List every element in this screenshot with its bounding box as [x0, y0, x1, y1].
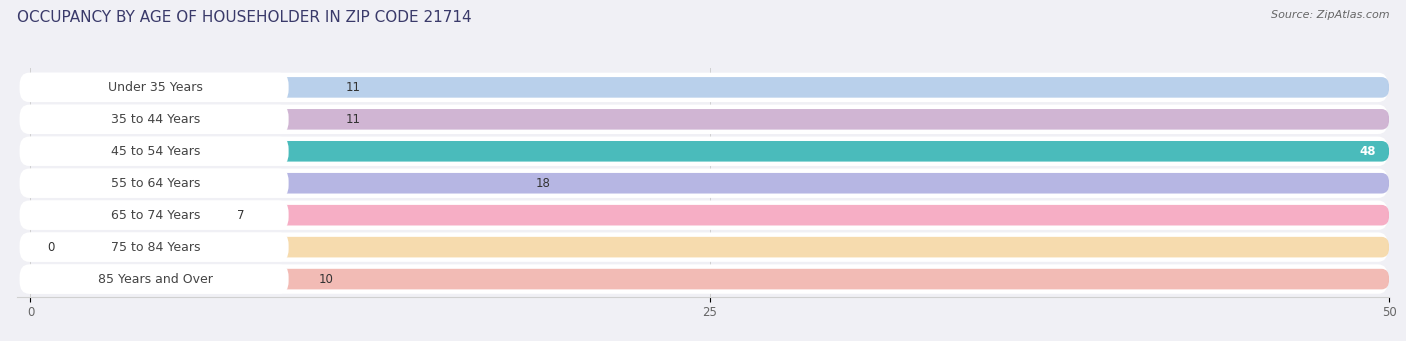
Text: 75 to 84 Years: 75 to 84 Years: [111, 241, 200, 254]
FancyBboxPatch shape: [22, 201, 288, 230]
FancyBboxPatch shape: [20, 233, 1388, 262]
FancyBboxPatch shape: [20, 137, 1388, 166]
Text: 7: 7: [238, 209, 245, 222]
FancyBboxPatch shape: [20, 105, 1388, 134]
FancyBboxPatch shape: [31, 77, 1389, 98]
Text: 55 to 64 Years: 55 to 64 Years: [111, 177, 200, 190]
FancyBboxPatch shape: [31, 205, 1389, 225]
Text: Under 35 Years: Under 35 Years: [108, 81, 202, 94]
FancyBboxPatch shape: [31, 269, 1389, 290]
FancyBboxPatch shape: [20, 264, 1388, 294]
FancyBboxPatch shape: [31, 237, 1389, 257]
Text: 0: 0: [46, 241, 55, 254]
FancyBboxPatch shape: [22, 233, 288, 262]
Text: 65 to 74 Years: 65 to 74 Years: [111, 209, 200, 222]
Text: 18: 18: [536, 177, 551, 190]
FancyBboxPatch shape: [22, 73, 288, 102]
FancyBboxPatch shape: [20, 73, 1388, 102]
Text: OCCUPANCY BY AGE OF HOUSEHOLDER IN ZIP CODE 21714: OCCUPANCY BY AGE OF HOUSEHOLDER IN ZIP C…: [17, 10, 471, 25]
Text: 35 to 44 Years: 35 to 44 Years: [111, 113, 200, 126]
FancyBboxPatch shape: [22, 137, 288, 166]
Text: 11: 11: [346, 113, 361, 126]
FancyBboxPatch shape: [20, 201, 1388, 230]
FancyBboxPatch shape: [22, 168, 288, 198]
Text: 11: 11: [346, 81, 361, 94]
Text: 48: 48: [1360, 145, 1375, 158]
Text: 45 to 54 Years: 45 to 54 Years: [111, 145, 200, 158]
FancyBboxPatch shape: [31, 141, 1389, 162]
FancyBboxPatch shape: [22, 105, 288, 134]
FancyBboxPatch shape: [31, 173, 1389, 194]
FancyBboxPatch shape: [31, 109, 1389, 130]
Text: Source: ZipAtlas.com: Source: ZipAtlas.com: [1271, 10, 1389, 20]
Text: 10: 10: [319, 272, 333, 286]
Text: 85 Years and Over: 85 Years and Over: [98, 272, 212, 286]
FancyBboxPatch shape: [22, 264, 288, 294]
FancyBboxPatch shape: [20, 168, 1388, 198]
